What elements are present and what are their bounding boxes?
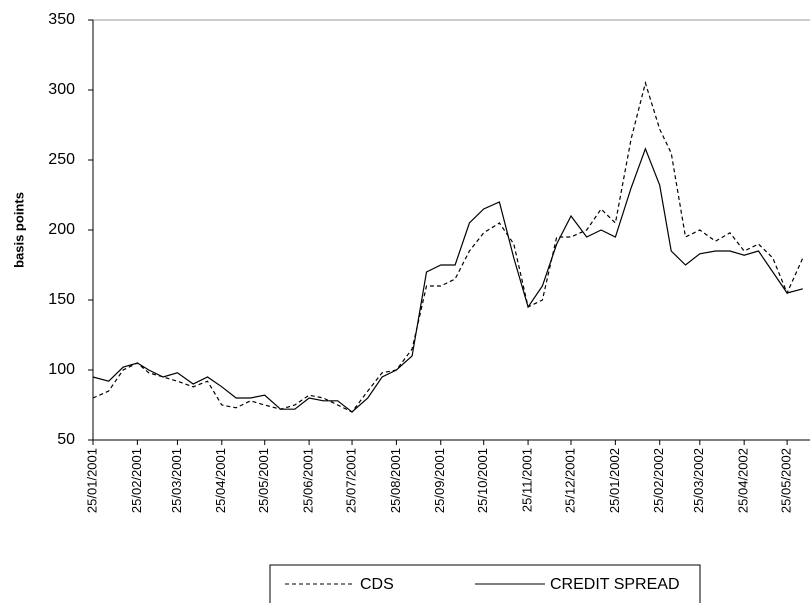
y-tick-label: 50 xyxy=(57,431,75,448)
y-tick-label: 100 xyxy=(48,361,75,378)
x-tick-label: 25/01/2001 xyxy=(84,448,99,513)
x-tick-label: 25/11/2001 xyxy=(520,448,535,512)
series-line xyxy=(92,147,803,413)
legend-label: CDS xyxy=(360,576,394,593)
x-tick-label: 25/03/2001 xyxy=(169,448,184,513)
x-tick-label: 25/12/2001 xyxy=(562,448,577,513)
y-tick-label: 250 xyxy=(48,151,75,168)
x-tick-label: 25/08/2001 xyxy=(388,448,403,513)
x-tick-label: 25/05/2001 xyxy=(256,448,271,513)
y-tick-label: 150 xyxy=(48,291,75,308)
y-axis-label: basis points xyxy=(11,192,26,268)
y-tick-label: 300 xyxy=(48,81,75,98)
y-tick-label: 350 xyxy=(48,11,75,28)
series-line xyxy=(92,80,804,413)
x-tick-label: 25/03/2002 xyxy=(691,448,706,513)
x-tick-label: 25/01/2002 xyxy=(607,448,622,513)
x-tick-label: 25/07/2001 xyxy=(343,448,358,513)
x-tick-label: 25/04/2001 xyxy=(213,448,228,513)
x-tick-label: 25/09/2001 xyxy=(432,448,447,513)
x-tick-label: 25/06/2001 xyxy=(301,448,316,513)
x-tick-label: 25/04/2002 xyxy=(736,448,751,513)
x-tick-label: 25/10/2001 xyxy=(475,448,490,513)
x-tick-label: 25/02/2001 xyxy=(129,448,144,513)
x-tick-label: 25/05/2002 xyxy=(779,448,794,513)
legend-label: CREDIT SPREAD xyxy=(550,576,680,593)
x-tick-label: 25/02/2002 xyxy=(651,448,666,513)
y-tick-label: 200 xyxy=(48,221,75,238)
